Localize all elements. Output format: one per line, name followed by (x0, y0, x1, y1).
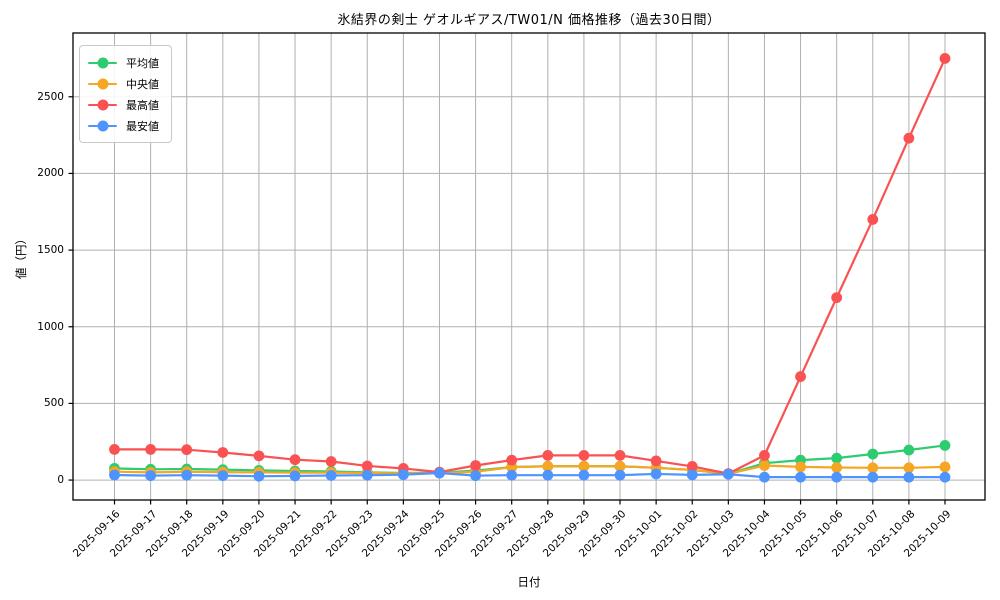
y-tick-label: 1500 (37, 244, 64, 257)
legend-marker-icon (88, 98, 117, 111)
data-point-min (506, 469, 518, 481)
data-point-max (217, 447, 229, 458)
data-point-min (650, 468, 662, 480)
data-point-max (831, 292, 843, 304)
data-point-min (614, 469, 626, 481)
data-point-max (614, 449, 626, 461)
data-point-max (253, 450, 265, 462)
data-point-min (434, 467, 445, 479)
data-point-max (542, 449, 554, 461)
data-point-max (109, 444, 120, 455)
legend-marker-icon (88, 119, 117, 132)
data-point-min (217, 470, 229, 482)
legend-label: 平均値 (126, 56, 159, 70)
data-point-min (542, 469, 554, 481)
legend-item-median: 中央値 (88, 74, 159, 93)
data-point-min (470, 470, 481, 482)
data-point-max (181, 444, 193, 456)
data-point-max (145, 444, 157, 455)
data-point-max (578, 449, 590, 461)
data-point-min (759, 471, 770, 483)
x-axis-label: 日付 (517, 575, 541, 589)
series-line-min (113, 471, 947, 479)
legend-item-min: 最安値 (88, 116, 159, 135)
data-point-max (795, 371, 806, 382)
data-point-min (325, 470, 337, 481)
y-tick-label: 2500 (37, 90, 64, 103)
data-point-max (903, 132, 915, 144)
data-point-min (181, 469, 193, 481)
data-point-average (831, 452, 843, 464)
data-point-median (578, 460, 590, 472)
data-point-min (145, 470, 157, 482)
chart-title: 氷結界の剣士 ゲオルギアス/TW01/N 価格推移（過去30日間） (337, 13, 721, 28)
data-point-max (325, 456, 337, 467)
data-point-max (867, 214, 879, 225)
data-point-min (903, 471, 915, 483)
data-point-min (289, 470, 301, 482)
data-point-median (939, 461, 951, 473)
data-point-max (470, 460, 481, 471)
data-point-min (722, 468, 734, 480)
data-point-min (397, 469, 409, 481)
data-point-max (506, 454, 518, 466)
series-line-max (113, 57, 947, 475)
y-tick-label: 2000 (37, 167, 64, 180)
data-point-min (686, 469, 698, 481)
series-line-average (113, 444, 947, 476)
data-point-max (289, 454, 301, 466)
legend-label: 最安値 (126, 119, 159, 133)
axes-frame (72, 32, 986, 501)
y-tick-label: 0 (57, 474, 64, 487)
series-line-median (113, 464, 947, 476)
data-point-median (867, 462, 879, 474)
data-point-max (361, 460, 373, 472)
data-point-min (795, 471, 806, 483)
data-point-max (650, 455, 662, 467)
data-point-min (253, 470, 265, 482)
data-point-median (614, 460, 626, 472)
data-point-median (542, 460, 554, 472)
data-point-max (759, 449, 770, 461)
legend-marker-icon (88, 77, 117, 90)
data-point-median (831, 462, 843, 473)
data-point-max (939, 53, 951, 64)
legend-marker-icon (88, 56, 117, 69)
legend-item-max: 最高値 (88, 95, 159, 114)
data-point-min (831, 471, 843, 483)
legend-label: 最高値 (126, 98, 159, 112)
data-point-median (759, 460, 770, 471)
legend-label: 中央値 (126, 77, 159, 91)
data-point-min (361, 469, 373, 481)
y-tick-label: 500 (43, 397, 64, 410)
legend-item-average: 平均値 (88, 53, 159, 72)
data-point-min (939, 471, 951, 483)
data-point-min (578, 469, 590, 481)
data-point-average (939, 440, 951, 451)
data-point-average (903, 444, 915, 456)
y-tick-label: 1000 (37, 320, 64, 333)
data-point-min (109, 469, 120, 481)
data-point-min (867, 471, 879, 483)
legend: 平均値中央値最高値最安値 (79, 45, 172, 143)
data-point-average (867, 448, 879, 460)
data-point-median (903, 462, 915, 474)
data-point-max (686, 461, 698, 472)
data-point-median (795, 461, 806, 473)
